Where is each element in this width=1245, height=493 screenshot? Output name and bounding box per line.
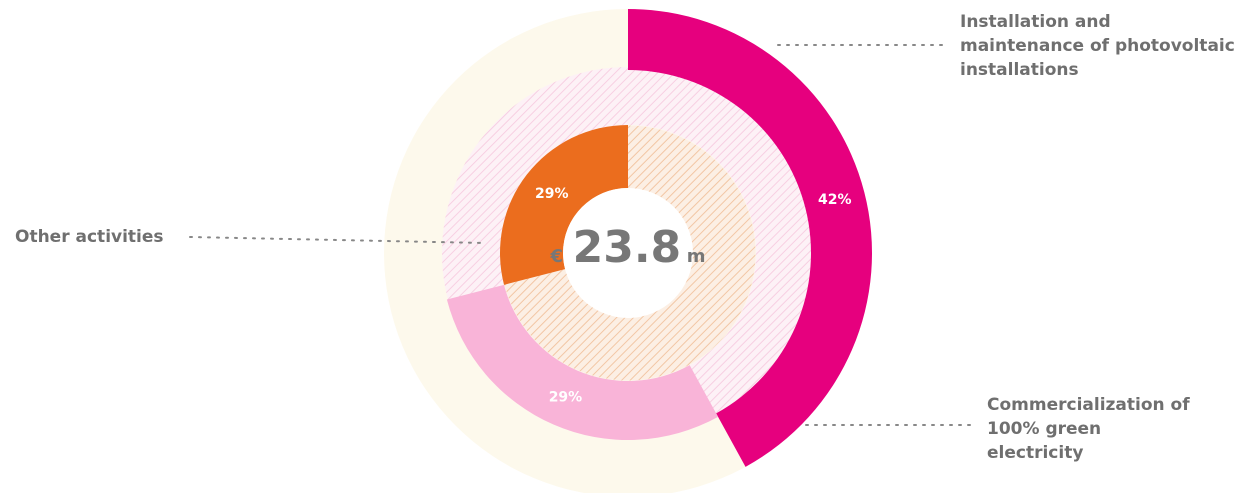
- donut-segment: [446, 284, 719, 441]
- category-label: Commercialization of 100% green electric…: [987, 395, 1190, 463]
- value-label: 29%: [549, 390, 583, 406]
- donut-segment: [500, 125, 628, 285]
- center-value: € 23.8 m: [549, 222, 705, 273]
- center-hole: [563, 188, 693, 318]
- center-prefix: €: [549, 246, 563, 267]
- category-label: Installation and maintenance of photovol…: [960, 12, 1235, 80]
- value-label: 42%: [818, 192, 852, 208]
- center-number: 23.8: [573, 222, 682, 273]
- leader-line: [189, 236, 486, 244]
- category-label: Other activities: [15, 227, 164, 247]
- donut-segment: [628, 9, 872, 467]
- center-suffix: m: [687, 246, 706, 267]
- value-label: 29%: [535, 186, 569, 202]
